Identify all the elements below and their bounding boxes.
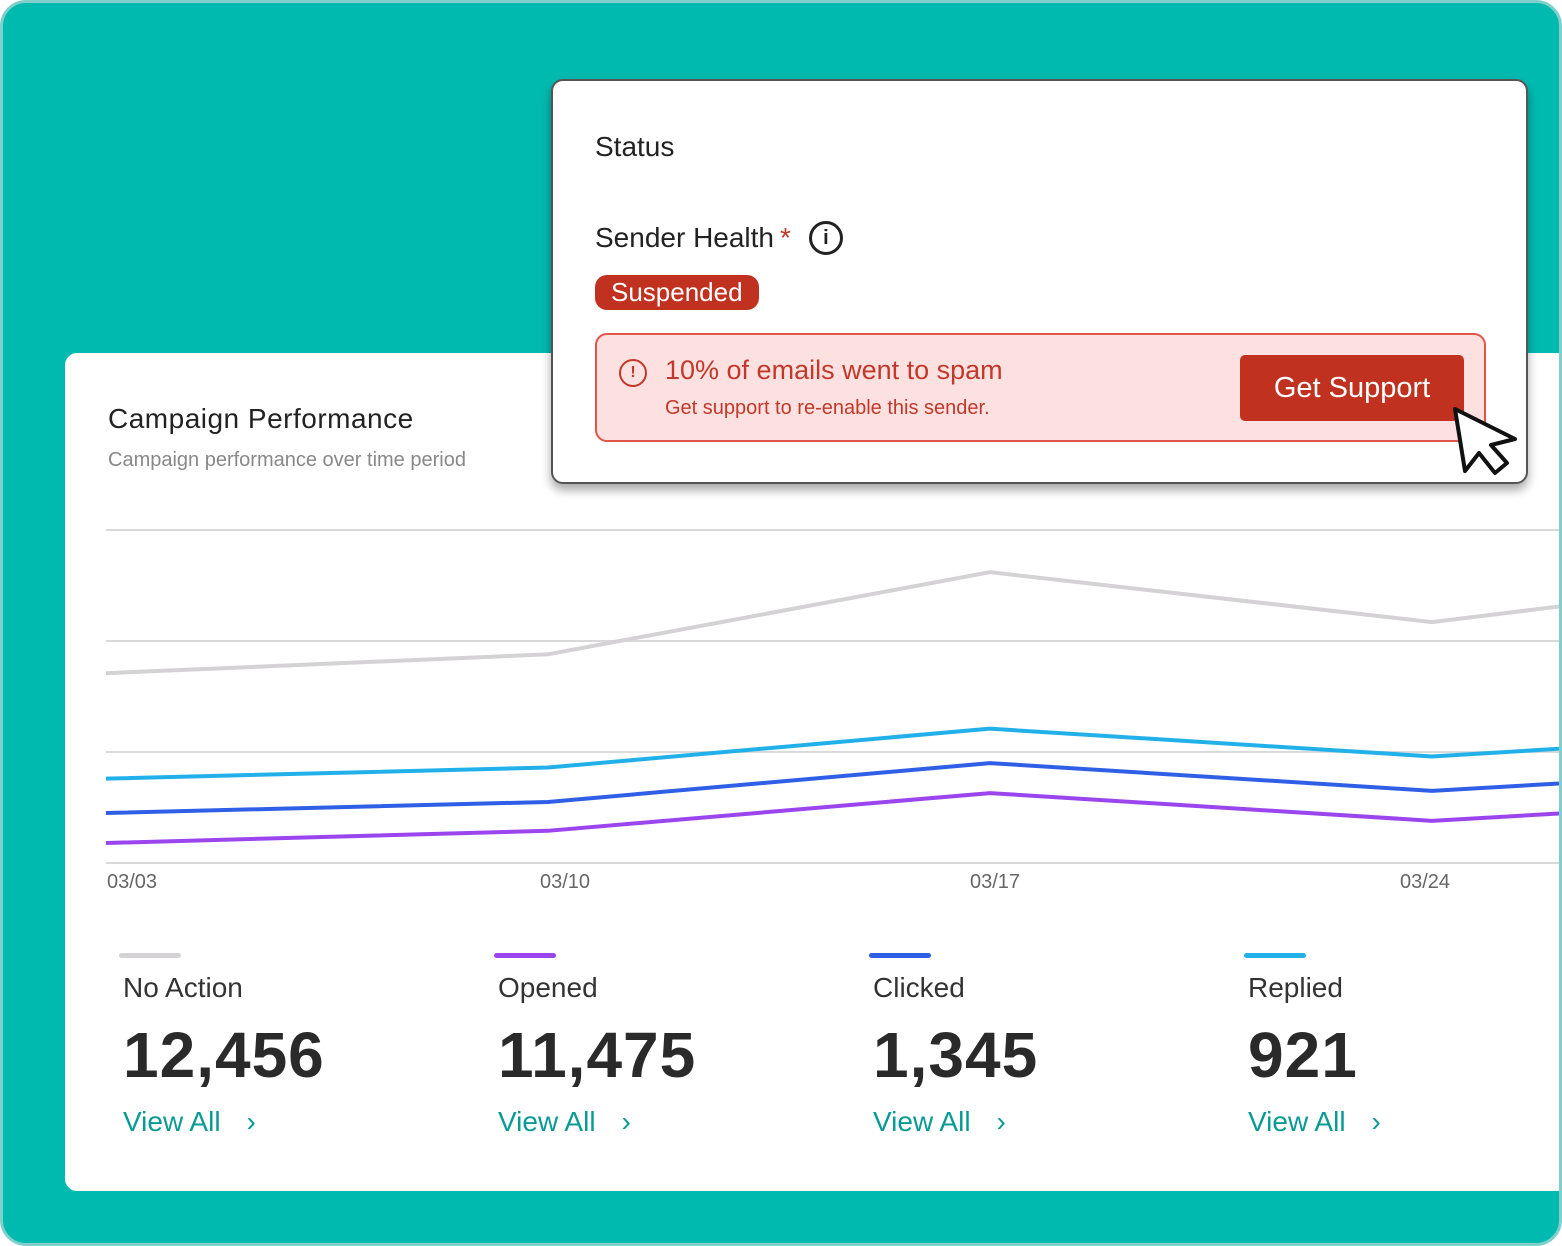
card-subtitle: Campaign performance over time period (108, 449, 466, 471)
stat-label: No Action (123, 972, 243, 1003)
card-title: Campaign Performance (108, 403, 414, 434)
view-all-label: View All (498, 1106, 596, 1137)
x-tick-label: 03/10 (540, 871, 591, 893)
stat-value: 12,456 (123, 1019, 325, 1091)
view-all-link[interactable]: View All › (123, 1106, 423, 1138)
field-label: Sender Health (595, 222, 775, 253)
series-line-clicked (105, 761, 1559, 816)
status-popup: Status Sender Health * i Suspended ! 10%… (551, 79, 1528, 484)
series-line-opened (105, 791, 1559, 846)
stat-label: Replied (1248, 972, 1343, 1003)
popup-title: Status (595, 131, 675, 162)
spam-alert: ! 10% of emails went to spam Get support… (595, 333, 1486, 442)
get-support-button[interactable]: Get Support (1240, 355, 1464, 421)
chevron-right-icon: › (996, 1106, 1006, 1137)
x-tick-label: 03/03 (107, 871, 158, 893)
campaign-performance-card: Campaign Performance Campaign performanc… (65, 353, 1559, 1191)
x-tick-label: 03/17 (970, 871, 1021, 893)
status-badge: Suspended (595, 275, 759, 310)
line-chart (105, 529, 1559, 864)
series-line-no-action (105, 570, 1559, 676)
view-all-link[interactable]: View All › (873, 1106, 1173, 1138)
legend-swatch (1244, 953, 1306, 958)
stat-no-action: No Action 12,456 View All › (119, 953, 423, 1138)
stat-clicked: Clicked 1,345 View All › (869, 953, 1173, 1138)
chevron-right-icon: › (1371, 1106, 1381, 1137)
view-all-link[interactable]: View All › (498, 1106, 798, 1138)
view-all-label: View All (873, 1106, 971, 1137)
stat-value: 1,345 (873, 1019, 1039, 1091)
x-tick-label: 03/24 (1400, 871, 1451, 893)
legend-swatch (119, 953, 181, 958)
cursor-arrow-icon (1453, 407, 1517, 475)
alert-title: 10% of emails went to spam (665, 355, 1003, 385)
stat-value: 11,475 (498, 1019, 697, 1091)
view-all-link[interactable]: View All › (1248, 1106, 1548, 1138)
chevron-right-icon: › (246, 1106, 256, 1137)
alert-subtitle: Get support to re-enable this sender. (665, 397, 990, 419)
required-mark: * (780, 222, 791, 253)
stat-label: Opened (498, 972, 598, 1003)
series-line-replied (105, 726, 1559, 781)
legend-swatch (869, 953, 931, 958)
sender-health-label: Sender Health * i (595, 221, 843, 255)
view-all-label: View All (123, 1106, 221, 1137)
stat-opened: Opened 11,475 View All › (494, 953, 798, 1138)
info-icon[interactable]: i (808, 221, 843, 255)
stat-value: 921 (1248, 1019, 1358, 1091)
chevron-right-icon: › (621, 1106, 631, 1137)
legend-swatch (494, 953, 556, 958)
stat-label: Clicked (873, 972, 965, 1003)
alert-icon: ! (619, 359, 647, 387)
view-all-label: View All (1248, 1106, 1346, 1137)
stat-replied: Replied 921 View All › (1244, 953, 1548, 1138)
